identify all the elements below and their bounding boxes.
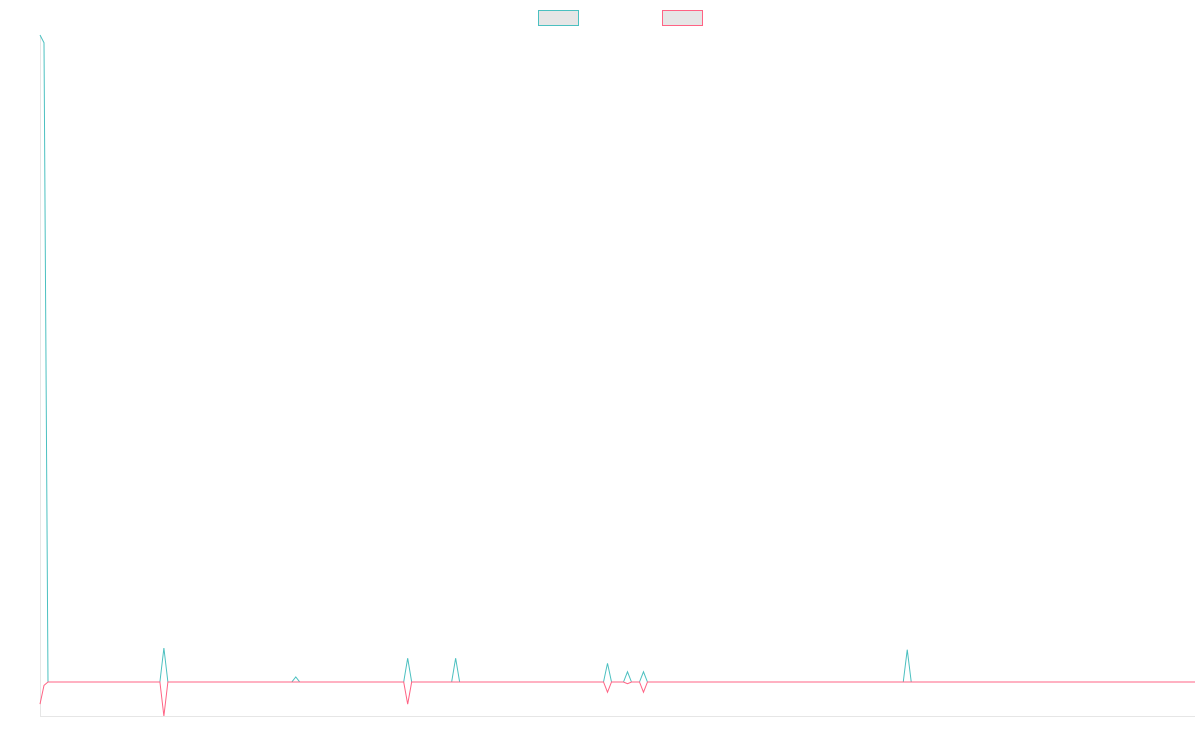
legend-swatch — [538, 10, 579, 26]
legend-swatch — [662, 10, 703, 26]
series-line — [39, 681, 1195, 717]
series-line — [39, 34, 1195, 683]
